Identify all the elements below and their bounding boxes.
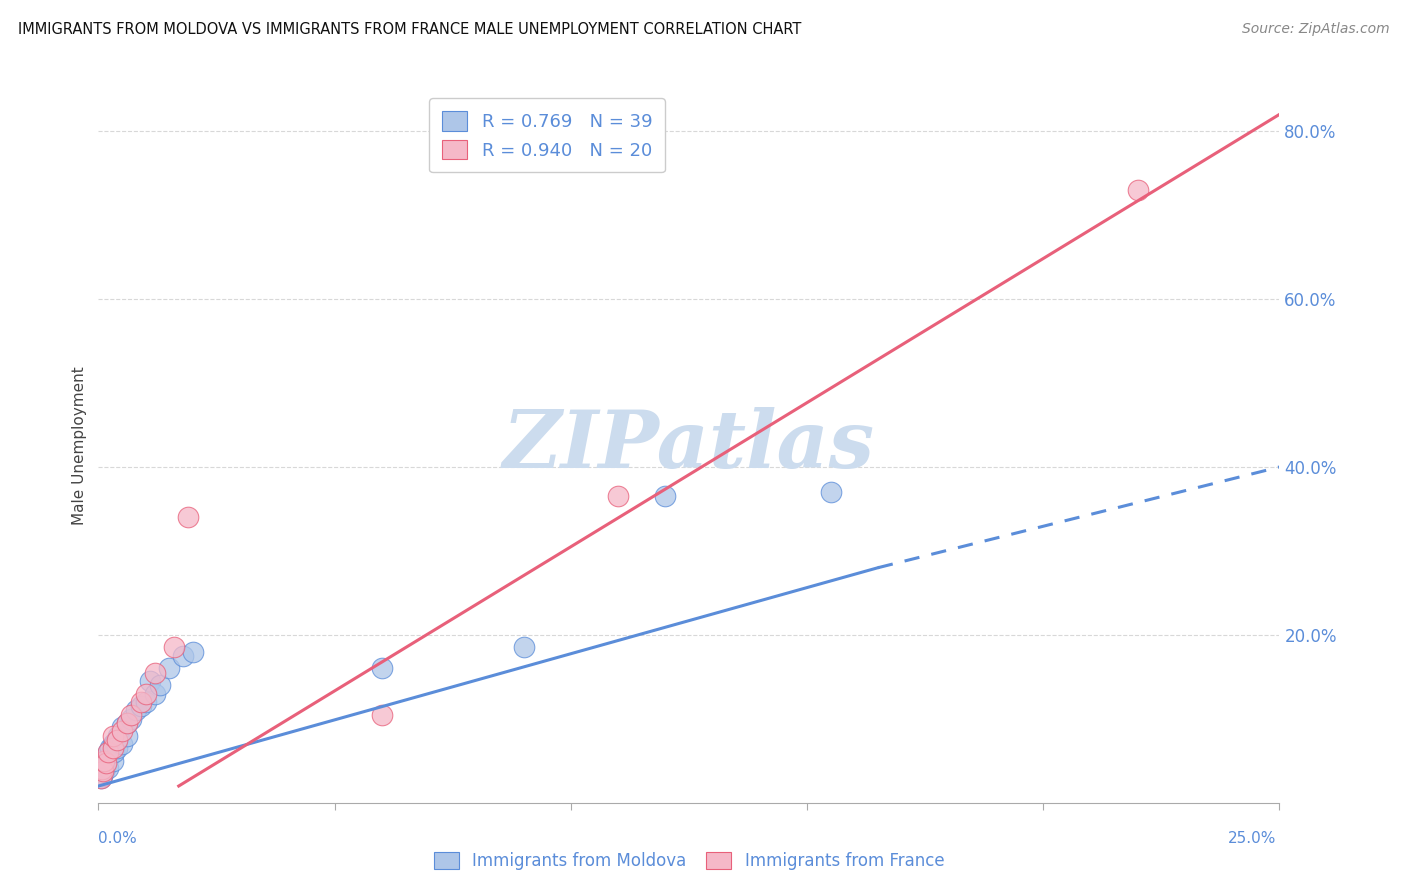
- Point: [91, 762, 114, 776]
- Point: [101, 737, 124, 751]
- Point: [129, 699, 152, 714]
- Point: [93, 754, 115, 768]
- Text: Source: ZipAtlas.com: Source: ZipAtlas.com: [1241, 22, 1389, 37]
- Point: [371, 661, 394, 675]
- Point: [654, 489, 676, 503]
- Text: 25.0%: 25.0%: [1229, 831, 1277, 846]
- Point: [105, 732, 128, 747]
- Point: [177, 510, 200, 524]
- Point: [125, 703, 148, 717]
- Point: [143, 687, 166, 701]
- Point: [172, 648, 194, 663]
- Text: 0.0%: 0.0%: [98, 831, 138, 846]
- Point: [96, 749, 118, 764]
- Point: [1126, 183, 1149, 197]
- Point: [98, 741, 121, 756]
- Point: [101, 754, 124, 768]
- Point: [135, 695, 157, 709]
- Text: IMMIGRANTS FROM MOLDOVA VS IMMIGRANTS FROM FRANCE MALE UNEMPLOYMENT CORRELATION : IMMIGRANTS FROM MOLDOVA VS IMMIGRANTS FR…: [18, 22, 801, 37]
- Point: [149, 678, 172, 692]
- Point: [91, 758, 114, 772]
- Point: [139, 674, 162, 689]
- Legend: R = 0.769   N = 39, R = 0.940   N = 20: R = 0.769 N = 39, R = 0.940 N = 20: [429, 98, 665, 172]
- Point: [104, 735, 127, 749]
- Point: [181, 645, 204, 659]
- Point: [91, 762, 114, 776]
- Point: [607, 489, 630, 503]
- Point: [90, 771, 112, 785]
- Point: [93, 764, 115, 778]
- Point: [107, 729, 129, 743]
- Point: [97, 746, 120, 760]
- Point: [105, 732, 128, 747]
- Point: [512, 640, 534, 655]
- Point: [101, 741, 124, 756]
- Point: [820, 485, 842, 500]
- Point: [93, 760, 115, 774]
- Point: [115, 716, 138, 731]
- Point: [157, 661, 180, 675]
- Point: [143, 665, 166, 680]
- Point: [90, 771, 112, 785]
- Point: [103, 746, 125, 760]
- Text: ZIPatlas: ZIPatlas: [503, 408, 875, 484]
- Point: [135, 687, 157, 701]
- Point: [90, 766, 112, 780]
- Point: [115, 729, 138, 743]
- Y-axis label: Male Unemployment: Male Unemployment: [72, 367, 87, 525]
- Point: [371, 707, 394, 722]
- Point: [97, 746, 120, 760]
- Point: [91, 769, 114, 783]
- Point: [94, 756, 117, 770]
- Point: [121, 712, 143, 726]
- Point: [94, 754, 117, 768]
- Point: [163, 640, 186, 655]
- Point: [94, 756, 117, 770]
- Point: [97, 760, 120, 774]
- Point: [97, 749, 120, 764]
- Point: [105, 741, 128, 756]
- Point: [111, 737, 134, 751]
- Point: [101, 729, 124, 743]
- Point: [111, 724, 134, 739]
- Point: [111, 720, 134, 734]
- Point: [91, 764, 114, 778]
- Point: [115, 716, 138, 731]
- Point: [121, 707, 143, 722]
- Point: [129, 695, 152, 709]
